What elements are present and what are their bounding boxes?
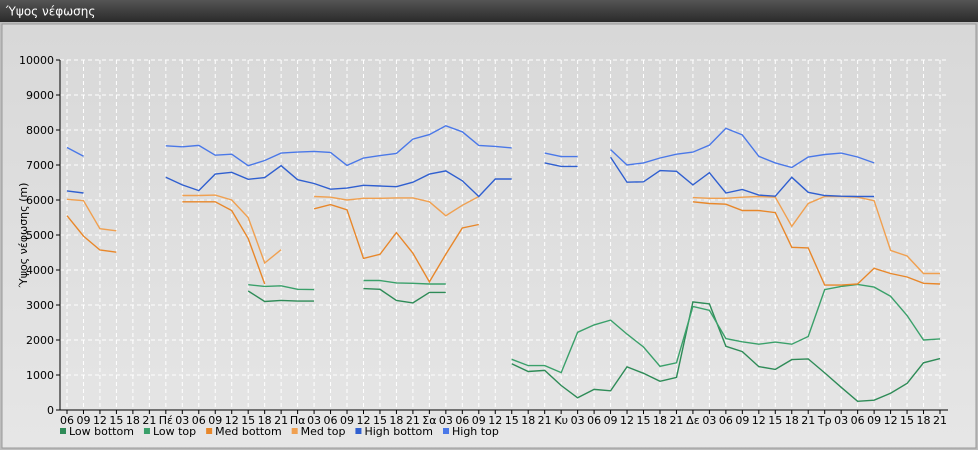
x-tick-label: 06 [192, 414, 206, 427]
x-tick-label: 18 [126, 414, 140, 427]
x-tick-label: 09 [867, 414, 881, 427]
x-tick-label: 06 [324, 414, 338, 427]
title-bar [0, 0, 978, 22]
x-tick-label: 18 [785, 414, 799, 427]
series-line [66, 194, 940, 275]
x-tick-label: 21 [801, 414, 815, 427]
x-tick-label: 12 [620, 414, 634, 427]
x-tick-label: 12 [884, 414, 898, 427]
legend-label: High top [452, 425, 499, 438]
x-tick-label: Σα [422, 414, 436, 427]
y-tick-label: 8000 [26, 124, 54, 137]
x-tick-label: 12 [488, 414, 502, 427]
y-tick-label: 3000 [26, 299, 54, 312]
x-tick-label: 03 [702, 414, 716, 427]
x-tick-label: 15 [373, 414, 387, 427]
x-tick-label: 15 [637, 414, 651, 427]
x-tick-label: 09 [735, 414, 749, 427]
x-tick-label: 09 [472, 414, 486, 427]
x-tick-label: 21 [274, 414, 288, 427]
legend-label: Low top [153, 425, 196, 438]
x-tick-label: 15 [900, 414, 914, 427]
series-line [248, 279, 941, 374]
y-axis-title: Ύψος νέφωσης (m) [17, 183, 30, 289]
legend-swatch [143, 428, 150, 434]
x-tick-label: 15 [109, 414, 123, 427]
x-tick-label: 06 [455, 414, 469, 427]
x-tick-label: 18 [917, 414, 931, 427]
y-tick-label: 9000 [26, 89, 54, 102]
x-tick-label: 12 [356, 414, 370, 427]
x-tick-label: 06 [851, 414, 865, 427]
x-tick-label: 15 [241, 414, 255, 427]
y-tick-label: 1000 [26, 369, 54, 382]
legend-swatch [355, 428, 362, 434]
x-tick-label: 15 [505, 414, 519, 427]
y-tick-label: 7000 [26, 159, 54, 172]
x-tick-label: Πέ [159, 414, 173, 427]
x-tick-label: 12 [752, 414, 766, 427]
x-tick-label: 18 [389, 414, 403, 427]
x-tick-label: 03 [571, 414, 585, 427]
x-tick-label: 06 [719, 414, 733, 427]
x-tick-label: 03 [834, 414, 848, 427]
y-tick-label: 6000 [26, 194, 54, 207]
x-tick-label: 15 [768, 414, 782, 427]
legend-swatch [60, 428, 66, 434]
series-line [247, 287, 941, 403]
x-tick-label: Τρ [817, 414, 832, 427]
legend-label: Med bottom [215, 425, 282, 438]
x-tick-label: 03 [439, 414, 453, 427]
legend-swatch [206, 428, 213, 434]
series-line [66, 125, 875, 169]
y-tick-label: 4000 [26, 264, 54, 277]
x-tick-label: 21 [933, 414, 947, 427]
x-tick-label: 18 [258, 414, 272, 427]
legend-label: Med top [301, 425, 346, 438]
x-tick-label: 12 [93, 414, 107, 427]
x-tick-label: 06 [587, 414, 601, 427]
series-line [66, 201, 941, 286]
panel [1, 23, 977, 449]
x-tick-label: 09 [340, 414, 354, 427]
x-tick-label: 03 [175, 414, 189, 427]
legend-label: High bottom [364, 425, 433, 438]
x-tick-label: 06 [60, 414, 74, 427]
series-line [66, 156, 875, 198]
x-tick-label: 12 [225, 414, 239, 427]
chart-title: Ύψος νέφωσης [5, 5, 95, 19]
legend-swatch [291, 428, 298, 434]
x-tick-label: 18 [521, 414, 535, 427]
x-tick-label: Δε [686, 414, 700, 427]
x-tick-label: 09 [208, 414, 222, 427]
x-tick-label: 21 [538, 414, 552, 427]
x-tick-label: 21 [406, 414, 420, 427]
x-tick-label: 09 [604, 414, 618, 427]
y-tick-label: 0 [47, 404, 54, 417]
y-tick-label: 2000 [26, 334, 54, 347]
x-tick-label: 21 [669, 414, 683, 427]
x-tick-label: 18 [653, 414, 667, 427]
legend-label: Low bottom [69, 425, 134, 438]
x-tick-label: Κυ [554, 414, 568, 427]
x-tick-label: 21 [142, 414, 156, 427]
y-tick-label: 5000 [26, 229, 54, 242]
y-tick-label: 10000 [19, 54, 54, 67]
legend-swatch [443, 428, 449, 434]
x-tick-label: 03 [307, 414, 321, 427]
x-tick-label: 09 [76, 414, 90, 427]
x-tick-label: Πα [290, 414, 306, 427]
